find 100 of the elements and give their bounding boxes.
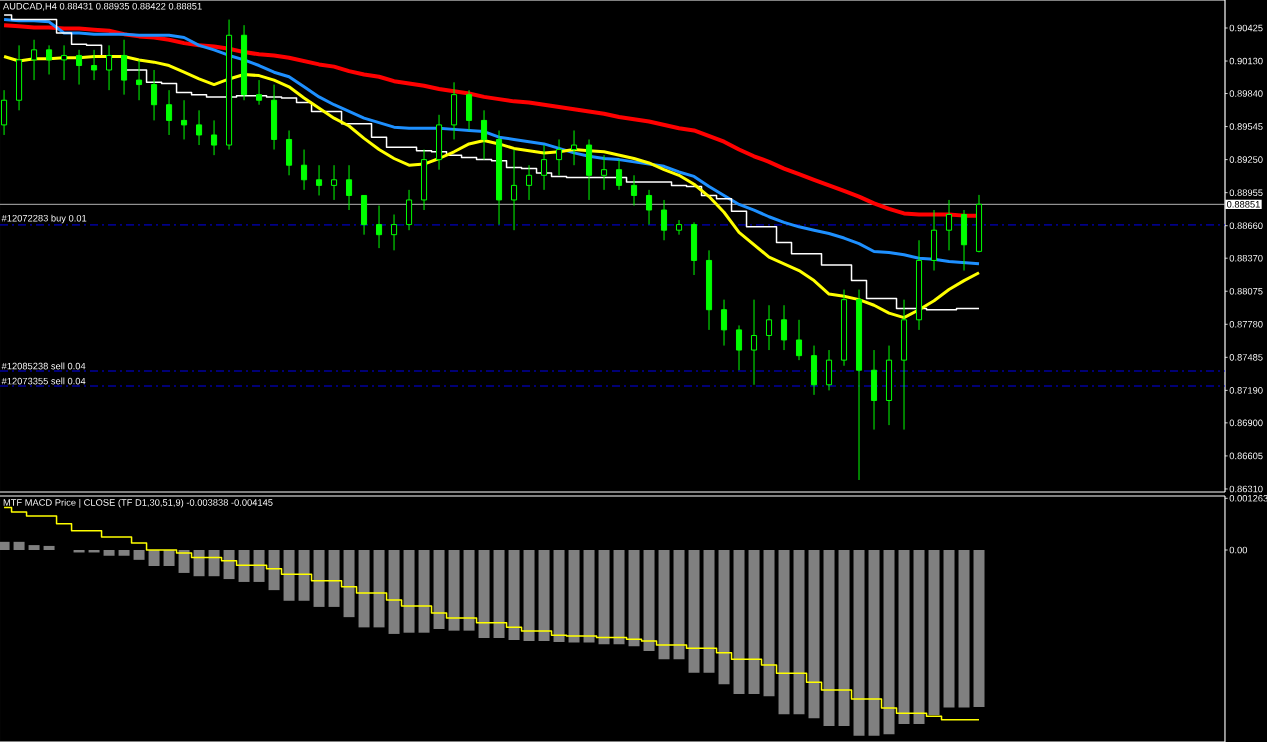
- y-tick-label: 0.90425: [1229, 24, 1263, 32]
- bar: [838, 550, 850, 727]
- bar: [763, 550, 775, 697]
- bar: [208, 550, 220, 577]
- candlestick: [765, 304, 773, 351]
- candlestick: [136, 59, 143, 101]
- candlestick: [181, 99, 188, 140]
- bar: [928, 550, 940, 715]
- candlestick: [301, 149, 308, 191]
- bar: [718, 550, 730, 685]
- candlestick: [720, 299, 728, 347]
- y-tick-label: 0.87485: [1229, 354, 1263, 361]
- candlestick: [750, 299, 758, 386]
- bar: [823, 550, 835, 727]
- bar: [613, 550, 625, 645]
- candlestick: [76, 49, 83, 86]
- ref-line-label: 0.88851: [1226, 201, 1260, 208]
- bar: [358, 550, 370, 628]
- y-tick-label: 0.90130: [1229, 57, 1263, 65]
- y-tick-label: 0.89545: [1229, 123, 1263, 130]
- y-tick-label: 0.88075: [1229, 287, 1263, 295]
- y-tick-label: 0.00: [1229, 546, 1248, 554]
- y-tick-label: 0.86310: [1229, 485, 1263, 493]
- ref-line-label: #12072283 buy 0.01: [1, 214, 87, 224]
- candlestick: [316, 164, 323, 196]
- bar: [43, 545, 55, 551]
- bar: [343, 550, 355, 618]
- bar: [418, 550, 430, 633]
- candlestick: [795, 319, 803, 361]
- bar: [148, 550, 160, 566]
- y-tick-label: 0.86900: [1229, 419, 1263, 427]
- chart-title: AUDCAD,H4 0.88431 0.88935 0.88422 0.88851: [2, 2, 202, 11]
- candlestick: [375, 205, 383, 249]
- candlestick: [196, 109, 203, 146]
- bar: [0, 541, 10, 551]
- bar: [253, 550, 265, 582]
- candlestick: [390, 214, 398, 251]
- candlestick: [645, 189, 653, 226]
- y-tick-label: 0.88660: [1229, 222, 1263, 230]
- bar: [793, 550, 805, 715]
- bar: [748, 550, 760, 695]
- ref-line-label: #12073355 sell 0.04: [1, 377, 86, 385]
- candlestick: [480, 109, 488, 161]
- bar: [913, 550, 925, 724]
- bar: [13, 541, 25, 551]
- candlestick: [61, 44, 68, 81]
- bar: [448, 550, 460, 631]
- chart-title: MTF MACD Price | CLOSE (TF D1,30,51,9) -0.003838 -0.004145: [3, 498, 273, 508]
- bar: [733, 550, 745, 695]
- bar: [313, 550, 325, 607]
- candlestick: [46, 44, 53, 75]
- bar: [193, 550, 205, 577]
- bar: [433, 550, 445, 630]
- candlestick: [256, 79, 263, 106]
- y-tick-label: 0.89250: [1229, 156, 1263, 163]
- candlestick: [735, 324, 743, 371]
- bar: [163, 550, 175, 566]
- bar: [178, 550, 190, 573]
- candlestick: [675, 219, 683, 236]
- bar: [223, 550, 235, 580]
- bar: [403, 550, 415, 633]
- y-tick-label: 0.89840: [1229, 90, 1263, 97]
- bar: [28, 545, 40, 551]
- bar: [508, 550, 520, 641]
- bar: [388, 550, 400, 634]
- candlestick: [615, 159, 623, 191]
- candlestick: [600, 154, 608, 191]
- bar: [808, 550, 820, 719]
- bar: [328, 550, 340, 607]
- y-tick-label: 0.001263: [1229, 495, 1267, 502]
- bar: [553, 550, 565, 643]
- bar: [958, 550, 970, 708]
- candlestick: [346, 164, 353, 211]
- bar: [778, 550, 790, 715]
- candlestick: [630, 174, 638, 207]
- bar: [583, 550, 595, 643]
- bar: [103, 550, 115, 556]
- bar: [538, 550, 550, 641]
- y-tick-label: 0.86605: [1229, 452, 1263, 460]
- candlestick: [31, 39, 38, 81]
- bar: [238, 550, 250, 582]
- bar: [568, 550, 580, 643]
- bar: [298, 550, 310, 601]
- y-tick-label: 0.88955: [1229, 189, 1263, 196]
- candlestick: [660, 199, 668, 241]
- bar: [673, 550, 685, 660]
- bar: [373, 550, 385, 628]
- bar: [118, 550, 130, 556]
- candlestick: [570, 130, 578, 166]
- bar: [628, 550, 640, 647]
- bar: [688, 550, 700, 673]
- candlestick: [780, 304, 788, 351]
- candlestick: [166, 89, 173, 136]
- ref-line-label: #12085238 sell 0.04: [1, 362, 86, 370]
- candlestick: [330, 164, 338, 201]
- bar: [898, 550, 910, 724]
- bar: [268, 550, 280, 591]
- y-tick-label: 0.88370: [1229, 254, 1263, 262]
- bar: [643, 550, 655, 652]
- bar: [493, 550, 505, 639]
